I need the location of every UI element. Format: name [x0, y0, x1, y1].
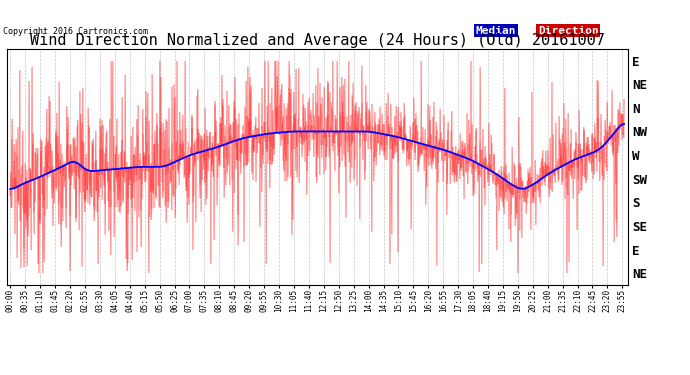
Text: Direction: Direction: [538, 26, 599, 36]
Text: Median: Median: [476, 26, 516, 36]
Text: Copyright 2016 Cartronics.com: Copyright 2016 Cartronics.com: [3, 27, 148, 36]
Title: Wind Direction Normalized and Average (24 Hours) (Old) 20161007: Wind Direction Normalized and Average (2…: [30, 33, 605, 48]
